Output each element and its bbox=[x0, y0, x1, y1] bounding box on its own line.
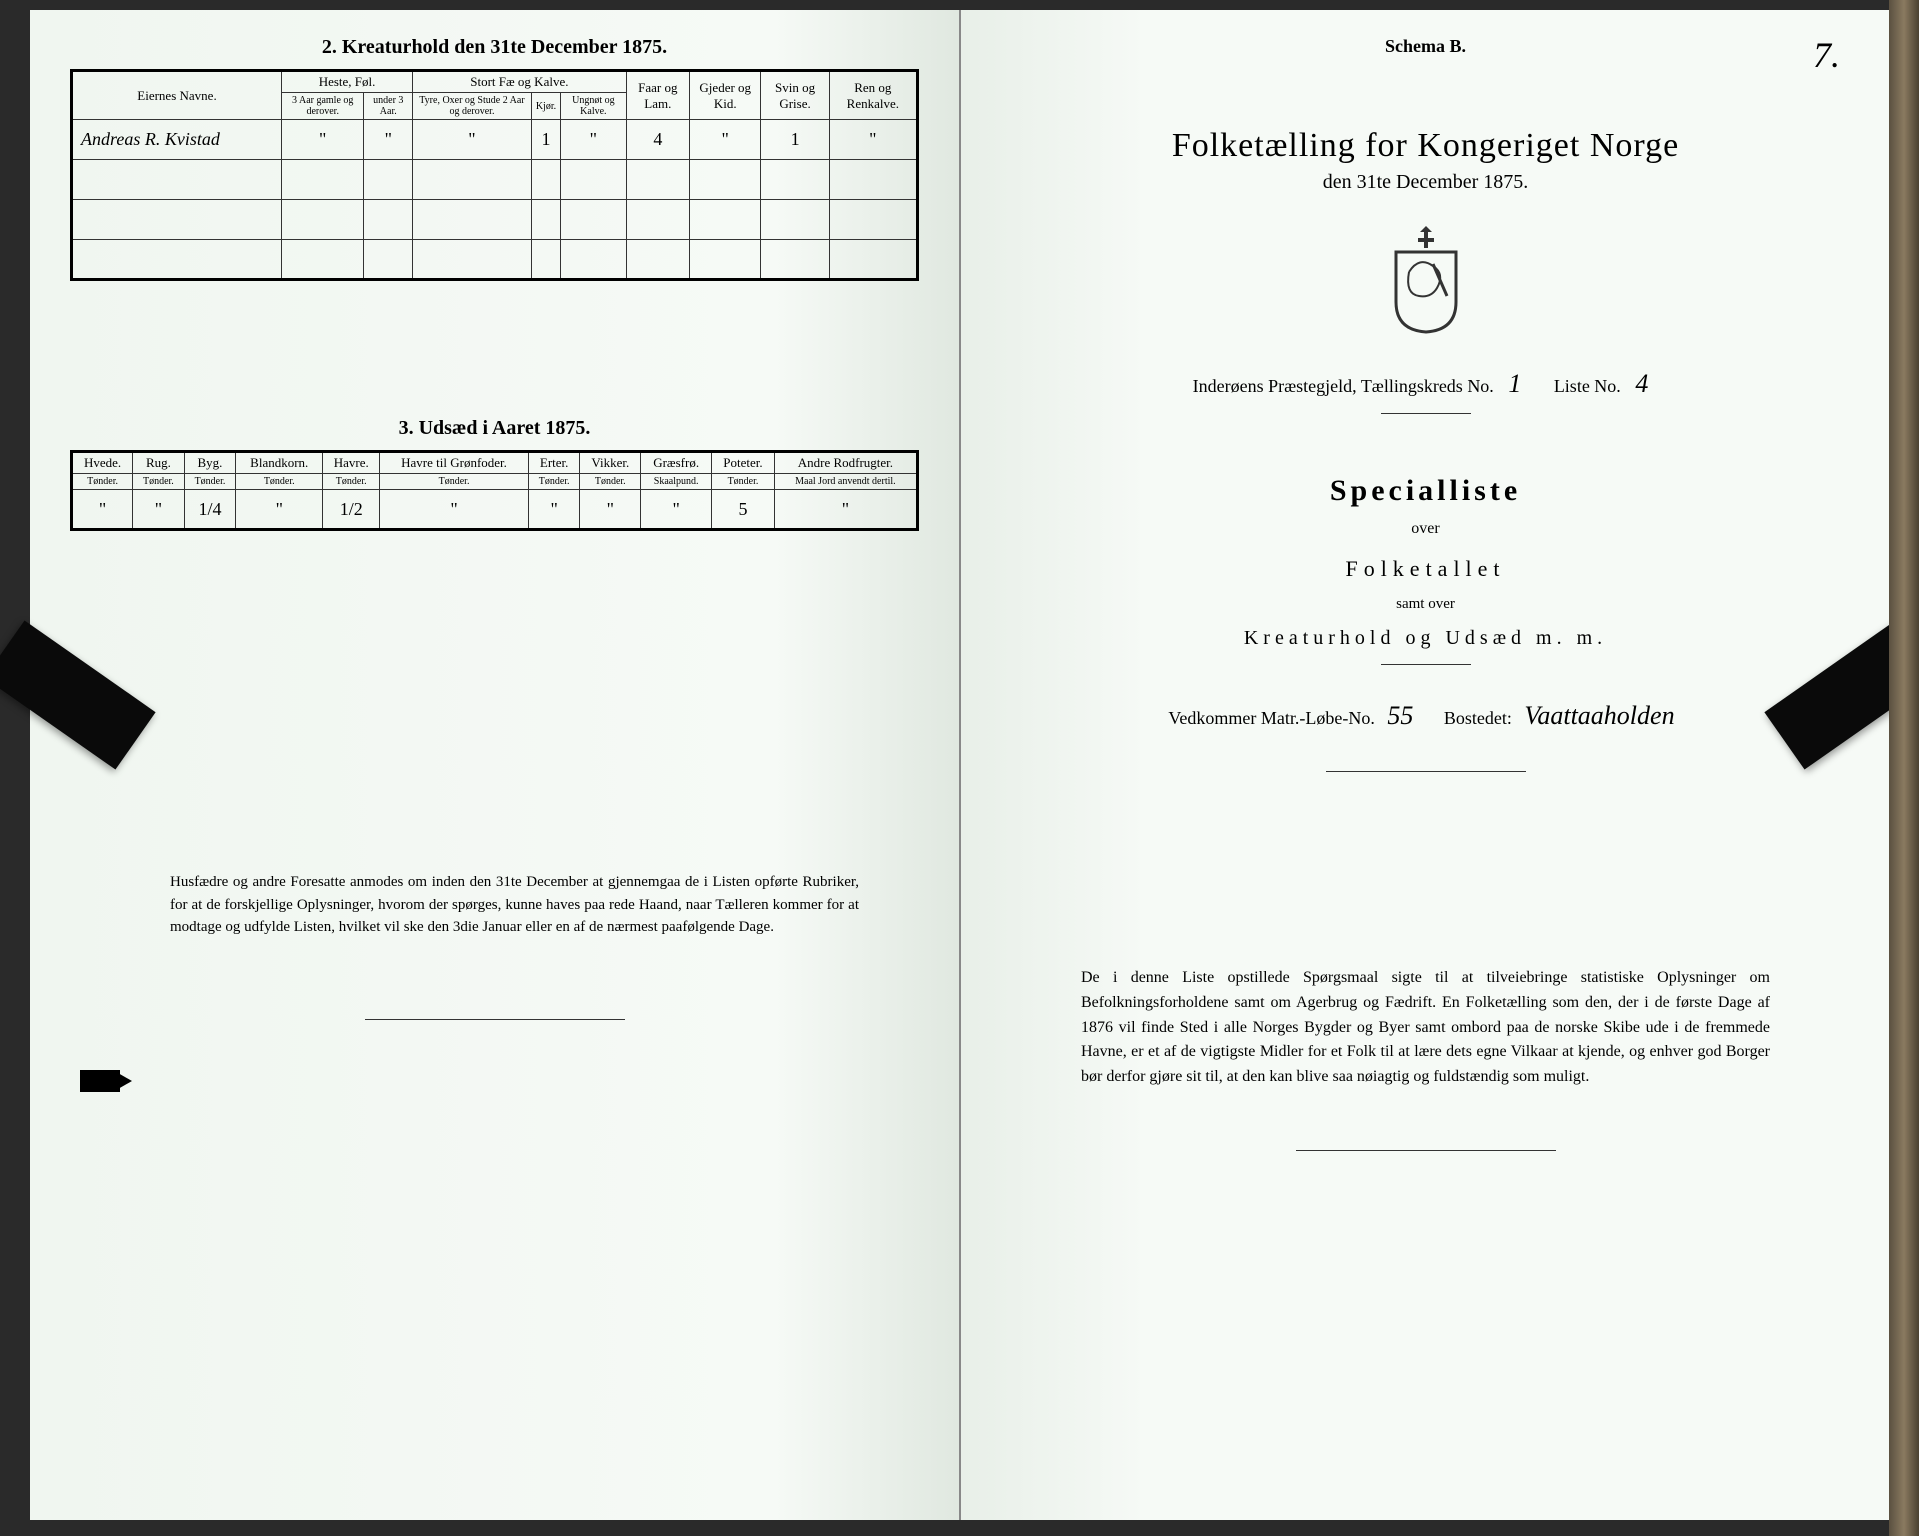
table-row bbox=[72, 160, 918, 200]
col-svin: Svin og Grise. bbox=[761, 71, 829, 120]
unit: Maal Jord anvendt dertil. bbox=[774, 474, 917, 490]
cell: " bbox=[72, 490, 133, 530]
right-paragraph: De i denne Liste opstillede Spørgsmaal s… bbox=[1081, 966, 1770, 1090]
unit: Tønder. bbox=[323, 474, 380, 490]
unit: Tønder. bbox=[133, 474, 185, 490]
table-row: " " 1/4 " 1/2 " " " " 5 " bbox=[72, 490, 918, 530]
unit: Skaalpund. bbox=[641, 474, 712, 490]
table-row bbox=[72, 200, 918, 240]
liste-no: 4 bbox=[1635, 369, 1648, 398]
col-heste2: under 3 Aar. bbox=[364, 93, 413, 120]
folketallet-label: Folketallet bbox=[1001, 556, 1850, 582]
cell: " bbox=[236, 490, 323, 530]
schema-label: Schema B. bbox=[1001, 36, 1850, 57]
cell: 1/2 bbox=[323, 490, 380, 530]
over-label: over bbox=[1001, 520, 1850, 538]
cell: " bbox=[380, 490, 529, 530]
grp-heste: Heste, Føl. bbox=[282, 71, 413, 93]
section3-title: 3. Udsæd i Aaret 1875. bbox=[70, 417, 919, 440]
kreatur-label: Kreaturhold og Udsæd m. m. bbox=[1001, 627, 1850, 650]
matr-no: 55 bbox=[1387, 701, 1413, 730]
col: Rug. bbox=[133, 452, 185, 474]
pointing-hand-icon bbox=[80, 1070, 120, 1092]
header-row: Hvede. Rug. Byg. Blandkorn. Havre. Havre… bbox=[72, 452, 918, 474]
col: Poteter. bbox=[712, 452, 775, 474]
col: Havre. bbox=[323, 452, 380, 474]
col: Havre til Grønfoder. bbox=[380, 452, 529, 474]
unit: Tønder. bbox=[380, 474, 529, 490]
cell: " bbox=[133, 490, 185, 530]
cell: " bbox=[364, 120, 413, 160]
cell: " bbox=[413, 120, 532, 160]
cell: 4 bbox=[626, 120, 689, 160]
cell: 1 bbox=[531, 120, 560, 160]
census-subtitle: den 31te December 1875. bbox=[1001, 171, 1850, 194]
cell: " bbox=[561, 120, 627, 160]
unit: Tønder. bbox=[184, 474, 236, 490]
col: Andre Rodfrugter. bbox=[774, 452, 917, 474]
col: Hvede. bbox=[72, 452, 133, 474]
parish-prefix: Inderøens Præstegjeld, Tællingskreds No. bbox=[1193, 376, 1494, 396]
cell: " bbox=[282, 120, 364, 160]
cell: " bbox=[641, 490, 712, 530]
col-stort1: Tyre, Oxer og Stude 2 Aar og derover. bbox=[413, 93, 532, 120]
col-gjed: Gjeder og Kid. bbox=[690, 71, 761, 120]
col: Blandkorn. bbox=[236, 452, 323, 474]
liste-label: Liste No. bbox=[1554, 376, 1621, 396]
cell: " bbox=[829, 120, 917, 160]
col: Græsfrø. bbox=[641, 452, 712, 474]
unit-row: Tønder. Tønder. Tønder. Tønder. Tønder. … bbox=[72, 474, 918, 490]
kreds-no: 1 bbox=[1508, 369, 1521, 398]
section2-title: 2. Kreaturhold den 31te December 1875. bbox=[70, 36, 919, 59]
left-footnote: Husfædre og andre Foresatte anmodes om i… bbox=[170, 871, 859, 939]
vedk-label2: Bostedet: bbox=[1444, 708, 1512, 728]
parish-line: Inderøens Præstegjeld, Tællingskreds No.… bbox=[1001, 369, 1850, 399]
cell: " bbox=[580, 490, 641, 530]
cell: " bbox=[774, 490, 917, 530]
cell: 1 bbox=[761, 120, 829, 160]
vedkommer-line: Vedkommer Matr.-Løbe-No. 55 Bostedet: Va… bbox=[1001, 701, 1850, 731]
unit: Tønder. bbox=[72, 474, 133, 490]
specialliste-heading: Specialliste bbox=[1001, 474, 1850, 508]
table-row: Andreas R. Kvistad " " " 1 " 4 " 1 " bbox=[72, 120, 918, 160]
owner-name: Andreas R. Kvistad bbox=[72, 120, 282, 160]
samt-label: samt over bbox=[1001, 596, 1850, 613]
unit: Tønder. bbox=[580, 474, 641, 490]
col: Erter. bbox=[528, 452, 580, 474]
unit: Tønder. bbox=[712, 474, 775, 490]
col-heste1: 3 Aar gamle og derover. bbox=[282, 93, 364, 120]
col-eier: Eiernes Navne. bbox=[72, 71, 282, 120]
table-row bbox=[72, 240, 918, 280]
coat-of-arms-icon bbox=[1001, 224, 1850, 339]
cell: 1/4 bbox=[184, 490, 236, 530]
udsaed-table: Hvede. Rug. Byg. Blandkorn. Havre. Havre… bbox=[70, 450, 919, 531]
right-page: Schema B. 7. Folketælling for Kongeriget… bbox=[961, 10, 1890, 1520]
col-stort3: Ungnøt og Kalve. bbox=[561, 93, 627, 120]
col-ren: Ren og Renkalve. bbox=[829, 71, 917, 120]
cell: " bbox=[690, 120, 761, 160]
unit: Tønder. bbox=[236, 474, 323, 490]
kreaturhold-table: Eiernes Navne. Heste, Føl. Stort Fæ og K… bbox=[70, 69, 919, 281]
census-title: Folketælling for Kongeriget Norge bbox=[1001, 127, 1850, 165]
col: Byg. bbox=[184, 452, 236, 474]
book-binding bbox=[1889, 0, 1919, 1536]
vedk-label1: Vedkommer Matr.-Løbe-No. bbox=[1168, 708, 1374, 728]
col: Vikker. bbox=[580, 452, 641, 474]
col-faar: Faar og Lam. bbox=[626, 71, 689, 120]
cell: " bbox=[528, 490, 580, 530]
cell: 5 bbox=[712, 490, 775, 530]
grp-stort: Stort Fæ og Kalve. bbox=[413, 71, 627, 93]
page-number: 7. bbox=[1813, 34, 1840, 76]
left-page: 2. Kreaturhold den 31te December 1875. E… bbox=[30, 10, 961, 1520]
bosted: Vaattaaholden bbox=[1524, 701, 1674, 730]
unit: Tønder. bbox=[528, 474, 580, 490]
col-stort2: Kjør. bbox=[531, 93, 560, 120]
